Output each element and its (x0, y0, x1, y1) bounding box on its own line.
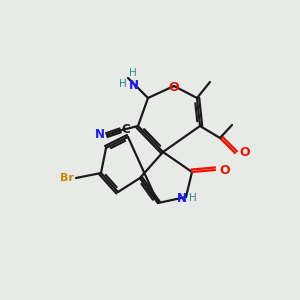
Text: H: H (119, 79, 127, 89)
Text: O: O (239, 146, 250, 160)
Text: N: N (177, 191, 187, 205)
Text: O: O (169, 81, 179, 94)
Text: H: H (189, 193, 197, 203)
Text: O: O (219, 164, 230, 176)
Text: N: N (95, 128, 105, 142)
Text: H: H (129, 68, 137, 78)
Text: Br: Br (60, 173, 74, 183)
Text: C: C (121, 123, 130, 136)
Text: N: N (129, 79, 139, 92)
